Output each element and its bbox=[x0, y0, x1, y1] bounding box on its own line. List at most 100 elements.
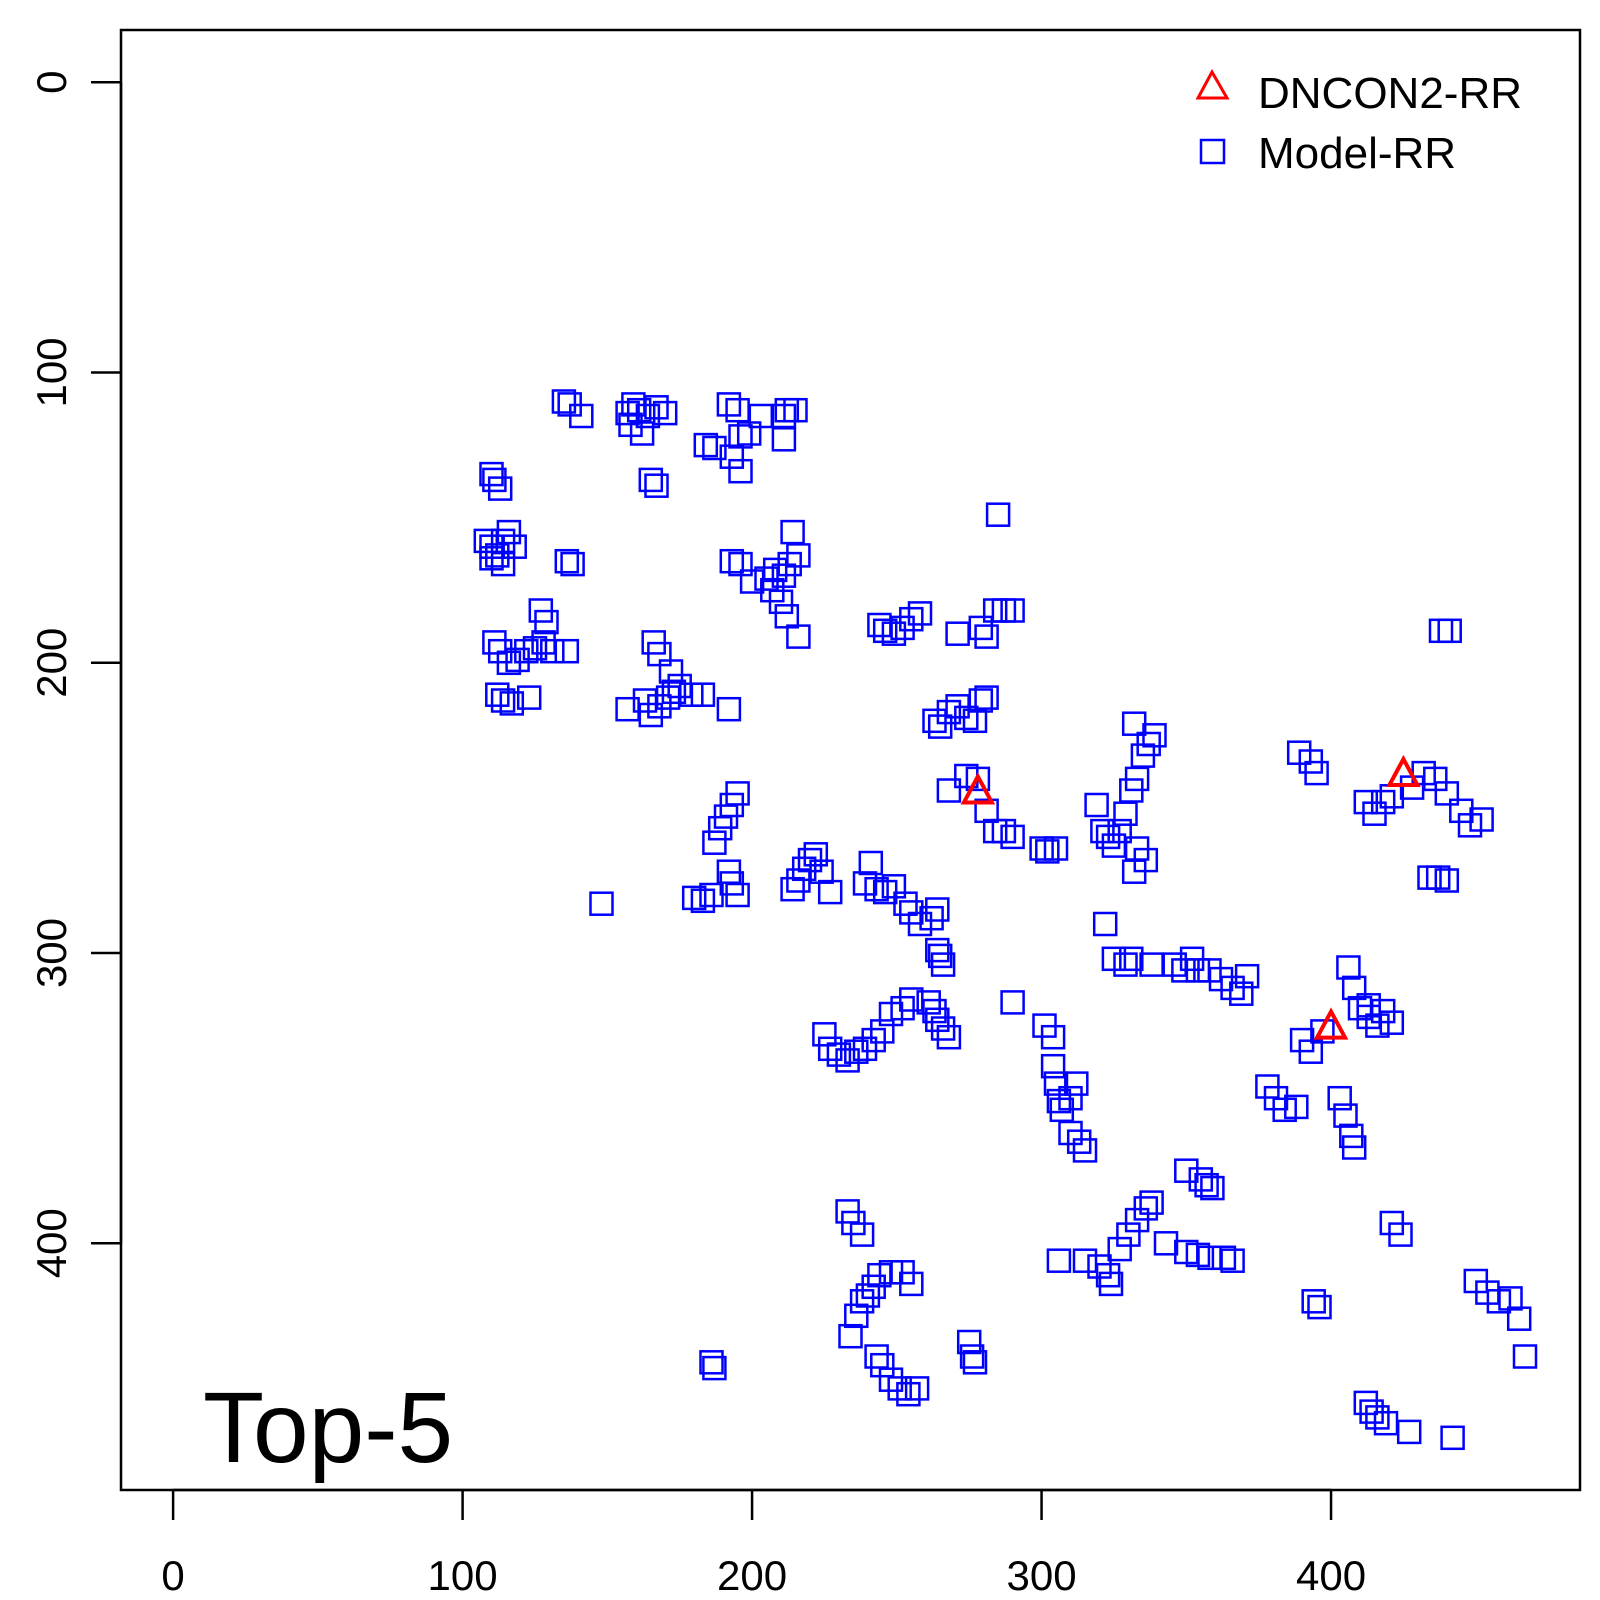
model-rr-point bbox=[1000, 824, 1025, 850]
model-rr-point bbox=[638, 467, 664, 493]
model-rr-point bbox=[719, 548, 745, 574]
model-rr-point bbox=[985, 502, 1011, 527]
model-rr-point bbox=[968, 688, 994, 713]
model-rr-point bbox=[867, 612, 892, 638]
model-rr-point bbox=[982, 818, 1008, 844]
model-rr-point bbox=[1029, 836, 1054, 861]
y-axis: 0 100 200 300 400 bbox=[28, 71, 123, 1278]
legend-label-model-rr: Model-RR bbox=[1258, 129, 1456, 178]
y-tick-label: 300 bbox=[28, 918, 75, 988]
model-rr-point bbox=[716, 696, 742, 722]
model-rr-point bbox=[540, 638, 565, 664]
model-rr-point bbox=[1512, 1344, 1538, 1369]
model-rr-point bbox=[887, 1376, 912, 1401]
model-rr-point bbox=[1043, 1071, 1069, 1096]
model-rr-point bbox=[922, 998, 947, 1024]
panel-label: Top-5 bbox=[203, 1372, 453, 1484]
model-rr-point bbox=[780, 519, 805, 545]
model-rr-point bbox=[826, 1042, 852, 1067]
model-rr-point bbox=[1370, 998, 1396, 1024]
model-rr-point bbox=[762, 557, 788, 583]
model-rr-point bbox=[1327, 1085, 1352, 1111]
model-rr-point bbox=[725, 781, 750, 806]
model-rr-point bbox=[925, 897, 950, 922]
model-rr-point bbox=[728, 458, 753, 484]
model-rr-point bbox=[1064, 1071, 1089, 1096]
model-rr-point bbox=[1425, 865, 1451, 890]
model-rr-point bbox=[838, 1323, 863, 1349]
model-rr-point bbox=[899, 1271, 924, 1297]
model-rr-point bbox=[893, 891, 918, 916]
model-rr-point bbox=[690, 682, 716, 707]
model-rr-point bbox=[922, 708, 947, 734]
model-rr-point bbox=[849, 1222, 875, 1247]
model-rr-point bbox=[644, 395, 669, 420]
model-rr-point bbox=[693, 432, 719, 458]
model-rr-point bbox=[925, 937, 950, 963]
model-rr-point bbox=[904, 1376, 930, 1401]
model-rr-point bbox=[768, 589, 794, 615]
model-rr-point bbox=[930, 952, 956, 977]
model-rr-point bbox=[991, 818, 1017, 844]
model-rr-point bbox=[690, 888, 716, 914]
model-rr-point bbox=[554, 548, 580, 574]
model-rr-point bbox=[1498, 1286, 1523, 1311]
legend-triangle-icon bbox=[1195, 68, 1230, 100]
model-rr-point bbox=[554, 638, 580, 664]
model-rr-point bbox=[965, 766, 991, 792]
model-rr-point bbox=[647, 694, 672, 719]
model-rr-point bbox=[1440, 1425, 1465, 1451]
model-rr-point bbox=[479, 461, 504, 487]
model-rr-point bbox=[1043, 836, 1069, 861]
model-rr-point bbox=[1211, 1245, 1237, 1271]
model-rr-point bbox=[1162, 952, 1187, 977]
model-rr-point bbox=[1098, 1271, 1124, 1297]
model-rr-point bbox=[1084, 792, 1109, 818]
plot-frame bbox=[119, 28, 1582, 1492]
model-rr-point bbox=[1356, 993, 1381, 1018]
model-rr-point bbox=[1139, 952, 1164, 977]
model-rr-point bbox=[968, 615, 994, 641]
model-rr-point bbox=[1066, 1129, 1092, 1154]
y-tick-label: 100 bbox=[28, 337, 75, 407]
model-rr-point bbox=[702, 1355, 727, 1381]
model-rr-point bbox=[516, 685, 542, 710]
model-rr-point bbox=[485, 543, 510, 568]
model-rr-point bbox=[1119, 946, 1144, 972]
model-rr-point bbox=[1396, 1419, 1422, 1445]
model-rr-point bbox=[864, 876, 889, 902]
model-rr-point bbox=[1469, 807, 1494, 832]
model-rr-point bbox=[1040, 1053, 1066, 1079]
model-rr-point bbox=[1142, 723, 1167, 748]
model-rr-point bbox=[855, 1283, 881, 1308]
model-rr-point bbox=[774, 604, 800, 629]
model-rr-point bbox=[1153, 1231, 1179, 1256]
model-rr-point bbox=[661, 679, 687, 705]
model-rr-point bbox=[919, 905, 944, 931]
model-rr-point bbox=[1058, 1085, 1083, 1111]
model-rr-point bbox=[725, 397, 750, 423]
model-rr-point bbox=[1121, 711, 1147, 736]
x-tick-label: 100 bbox=[428, 1552, 498, 1599]
legend-square-icon bbox=[1199, 138, 1226, 165]
model-rr-point bbox=[1365, 1405, 1390, 1430]
model-rr-point bbox=[1092, 911, 1118, 937]
model-rr-point bbox=[1370, 789, 1396, 815]
y-tick-label: 200 bbox=[28, 628, 75, 698]
model-rr-point bbox=[936, 1024, 962, 1050]
model-rr-point bbox=[783, 397, 808, 423]
model-rr-point bbox=[817, 879, 843, 905]
legend-label-dncon2-rr: DNCON2-RR bbox=[1258, 69, 1522, 118]
x-tick-label: 400 bbox=[1296, 1552, 1366, 1599]
model-rr-point bbox=[1046, 1248, 1072, 1273]
model-rr-point bbox=[635, 403, 661, 429]
model-rr-point bbox=[1095, 1262, 1121, 1288]
model-rr-point bbox=[1434, 781, 1460, 806]
model-rr-point bbox=[644, 473, 669, 498]
model-rr-points bbox=[473, 389, 1538, 1451]
model-rr-point bbox=[1304, 760, 1329, 786]
model-rr-point bbox=[1000, 598, 1025, 623]
model-rr-point bbox=[652, 400, 678, 426]
dncon2-rr-points bbox=[960, 754, 1421, 1040]
model-rr-point bbox=[927, 714, 953, 739]
